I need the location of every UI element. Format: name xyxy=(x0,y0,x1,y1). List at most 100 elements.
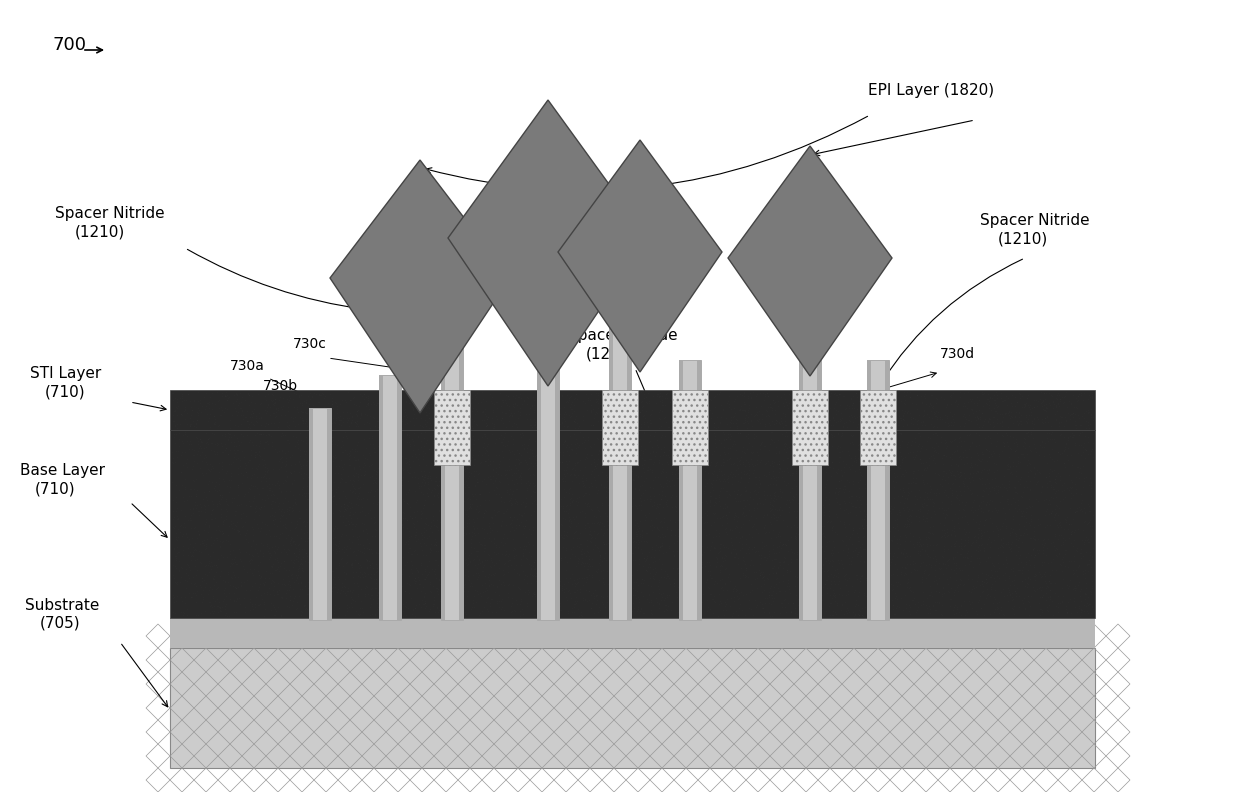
Point xyxy=(552,415,572,428)
Point xyxy=(655,411,675,424)
Point xyxy=(166,479,186,492)
Point xyxy=(956,413,976,425)
Point xyxy=(252,418,272,431)
Point xyxy=(1044,455,1064,467)
Point xyxy=(236,465,255,478)
Point xyxy=(704,426,724,439)
Point xyxy=(733,403,753,416)
Point xyxy=(548,563,568,576)
Point xyxy=(200,411,219,424)
Point xyxy=(875,501,895,513)
Point xyxy=(339,386,358,398)
Point xyxy=(799,540,818,553)
Point xyxy=(615,593,635,606)
Point xyxy=(1022,515,1042,527)
Point xyxy=(852,392,872,405)
Point xyxy=(763,592,782,605)
Point xyxy=(357,493,377,505)
Point xyxy=(578,594,598,607)
Point xyxy=(441,539,461,552)
Point xyxy=(165,415,185,428)
Point xyxy=(520,432,539,445)
Point xyxy=(926,391,946,404)
Point xyxy=(231,395,250,408)
Point xyxy=(880,394,900,406)
Point xyxy=(522,400,542,413)
Point xyxy=(525,588,544,600)
Point xyxy=(451,470,471,482)
Point xyxy=(887,414,906,427)
Point xyxy=(565,560,585,573)
Point xyxy=(926,413,946,425)
Point xyxy=(672,514,692,527)
Point xyxy=(458,456,477,469)
Point xyxy=(295,489,315,502)
Point xyxy=(587,594,606,607)
Point xyxy=(691,410,711,423)
Point xyxy=(334,546,353,558)
Point xyxy=(174,549,193,562)
Point xyxy=(459,527,479,539)
Point xyxy=(827,511,847,524)
Point xyxy=(434,570,454,583)
Point xyxy=(357,527,377,539)
Point xyxy=(711,410,730,423)
Point xyxy=(446,455,466,467)
Point xyxy=(410,391,430,404)
Point xyxy=(715,577,735,589)
Point xyxy=(350,559,370,572)
Point xyxy=(746,401,766,413)
Point xyxy=(228,570,248,583)
Point xyxy=(585,511,605,524)
Point xyxy=(1069,439,1089,451)
Point xyxy=(668,387,688,400)
Point xyxy=(854,543,874,555)
Point xyxy=(985,591,1004,604)
Point xyxy=(908,414,928,427)
Point xyxy=(1047,543,1066,555)
Point xyxy=(497,438,517,451)
Point xyxy=(317,396,337,409)
Point xyxy=(427,584,446,597)
Point xyxy=(334,498,353,511)
Point xyxy=(879,406,899,419)
Point xyxy=(219,430,239,443)
Point xyxy=(1001,409,1021,422)
Point xyxy=(270,609,290,622)
Point xyxy=(296,459,316,472)
Point xyxy=(831,474,851,486)
Point xyxy=(866,551,885,564)
Point xyxy=(283,598,303,611)
Text: (705): (705) xyxy=(40,616,81,631)
Point xyxy=(288,438,308,451)
Point xyxy=(289,389,309,402)
Point xyxy=(734,464,754,477)
Point xyxy=(192,400,212,413)
Point xyxy=(791,594,811,607)
Point xyxy=(1033,541,1053,554)
Point xyxy=(1008,451,1028,463)
Point xyxy=(508,391,528,404)
Point xyxy=(405,523,425,535)
Point xyxy=(697,555,717,568)
Point xyxy=(546,543,565,556)
Point xyxy=(667,410,687,423)
Point xyxy=(299,493,319,505)
Point xyxy=(557,563,577,576)
Point xyxy=(911,599,931,611)
Point xyxy=(885,421,905,433)
Point xyxy=(1060,481,1080,493)
Point xyxy=(777,574,797,587)
Point xyxy=(361,588,381,601)
Point xyxy=(387,531,407,544)
Point xyxy=(241,448,260,461)
Point xyxy=(827,442,847,455)
Point xyxy=(392,440,412,453)
Point xyxy=(422,457,441,470)
Point xyxy=(408,443,428,455)
Point xyxy=(1006,470,1025,482)
Point xyxy=(440,558,460,570)
Point xyxy=(634,487,653,500)
Point xyxy=(186,596,206,608)
Point xyxy=(1083,580,1102,592)
